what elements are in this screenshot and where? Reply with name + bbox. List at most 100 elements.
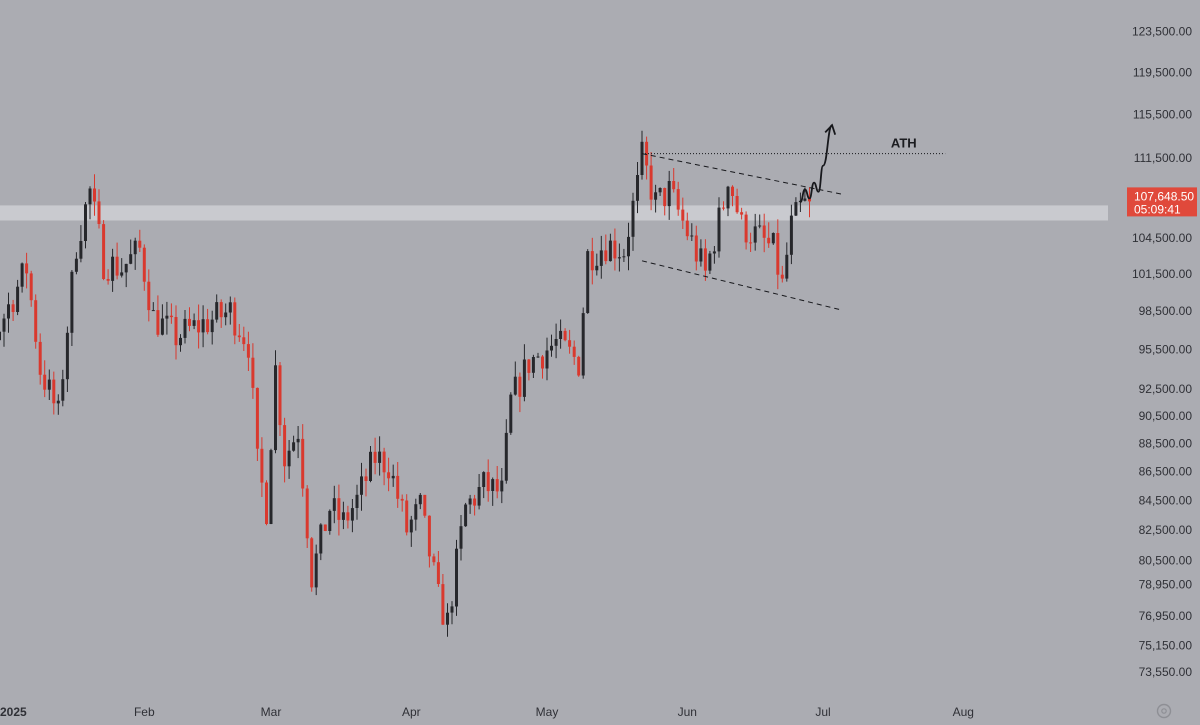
candle-body-down: [25, 263, 29, 274]
candle: [197, 304, 201, 349]
candle: [11, 299, 15, 321]
candle: [563, 328, 567, 342]
candle: [559, 319, 563, 349]
candle: [753, 213, 757, 251]
candle: [708, 250, 712, 274]
candle: [482, 471, 486, 499]
candle: [305, 485, 309, 548]
candle-body-up: [636, 175, 639, 201]
ath-label: ATH: [891, 136, 917, 151]
price-tick-label: 88,500.00: [1139, 436, 1193, 450]
price-tick-label: 86,500.00: [1139, 465, 1193, 479]
candle-body-up: [328, 510, 332, 531]
candle-body-down: [346, 512, 350, 521]
time-tick-label: Apr: [402, 705, 421, 719]
candle: [133, 237, 137, 270]
candle: [52, 371, 56, 415]
candle: [355, 484, 359, 520]
candle-body-up: [627, 236, 630, 257]
last-price-box-bg: [1127, 187, 1197, 217]
candle-body-up: [599, 250, 603, 266]
candle: [758, 214, 762, 229]
candle: [604, 234, 608, 265]
candle-body-up: [640, 141, 644, 175]
candle-body-up: [536, 356, 540, 358]
candle: [663, 187, 667, 216]
candle: [627, 222, 630, 271]
settings-gear-icon[interactable]: [1156, 703, 1172, 719]
candle-body-down: [102, 224, 106, 279]
candle: [246, 331, 250, 371]
price-tick-label: 90,500.00: [1139, 409, 1193, 423]
candle: [640, 130, 644, 180]
candle-body-down: [138, 240, 142, 248]
candle-body-down: [400, 498, 404, 501]
candle-body-down: [486, 472, 490, 492]
candle: [382, 447, 386, 486]
candle: [314, 544, 318, 596]
candle: [785, 242, 789, 282]
candle: [722, 201, 725, 211]
candle-body-up: [341, 512, 345, 520]
price-axis[interactable]: 123,500.00 119,500.00 115,500.00 111,500.00…: [1132, 25, 1192, 679]
candle-body-down: [115, 256, 119, 276]
time-tick-label: Feb: [134, 705, 155, 719]
candle-body-down: [613, 240, 617, 259]
candle-body-up: [595, 265, 599, 271]
candle: [328, 509, 332, 535]
candle: [477, 474, 481, 510]
candle: [350, 499, 354, 533]
candle-body-up: [160, 318, 164, 335]
candle-body-up: [296, 438, 300, 443]
price-tick-label: 78,950.00: [1139, 578, 1193, 592]
channel-upper-line[interactable]: [641, 153, 842, 195]
candle-body-up: [210, 319, 214, 333]
candle-body-down: [246, 344, 250, 358]
candle-body-down: [808, 198, 811, 202]
candle-body-down: [735, 196, 739, 213]
candle: [486, 459, 490, 502]
candle: [16, 279, 20, 316]
candle: [206, 308, 210, 335]
candle: [260, 437, 264, 497]
candle-body-up: [79, 241, 83, 259]
candle: [599, 235, 603, 279]
candle-body-up: [631, 200, 635, 237]
time-tick-label: 2025: [0, 705, 27, 719]
time-axis[interactable]: 2025 Feb Mar Apr May Jun Jul Aug: [0, 705, 974, 719]
candle-body-down: [283, 425, 287, 467]
candle-body-up: [360, 476, 363, 495]
projection-path[interactable]: [799, 124, 833, 203]
candle: [147, 269, 151, 322]
candle: [504, 419, 508, 484]
candle: [287, 440, 291, 479]
candle-body-up: [84, 204, 87, 241]
price-tick-label: 82,500.00: [1139, 523, 1193, 537]
candle-body-up: [459, 526, 463, 549]
candle-body-down: [436, 562, 440, 584]
candle: [274, 350, 277, 454]
candle-body-up: [319, 524, 323, 554]
candle: [681, 197, 685, 229]
support-zone: [0, 205, 1108, 221]
candle-body-up: [287, 450, 291, 467]
candle-body-down: [169, 315, 173, 318]
candle: [265, 480, 268, 526]
candle: [767, 222, 771, 248]
candle: [120, 258, 124, 278]
candle: [423, 494, 427, 518]
candle-body-up: [654, 192, 658, 200]
candle-body-up: [350, 508, 354, 521]
candle-body-up: [455, 548, 458, 607]
price-tick-label: 119,500.00: [1133, 65, 1192, 79]
candle: [622, 248, 626, 262]
candle: [292, 435, 296, 452]
candle-body-down: [219, 302, 223, 318]
channel-lower-line[interactable]: [641, 260, 842, 311]
candle: [2, 313, 6, 347]
price-tick-label: 123,500.00: [1132, 25, 1192, 39]
candle-body-down: [518, 376, 522, 397]
candle: [251, 343, 255, 399]
